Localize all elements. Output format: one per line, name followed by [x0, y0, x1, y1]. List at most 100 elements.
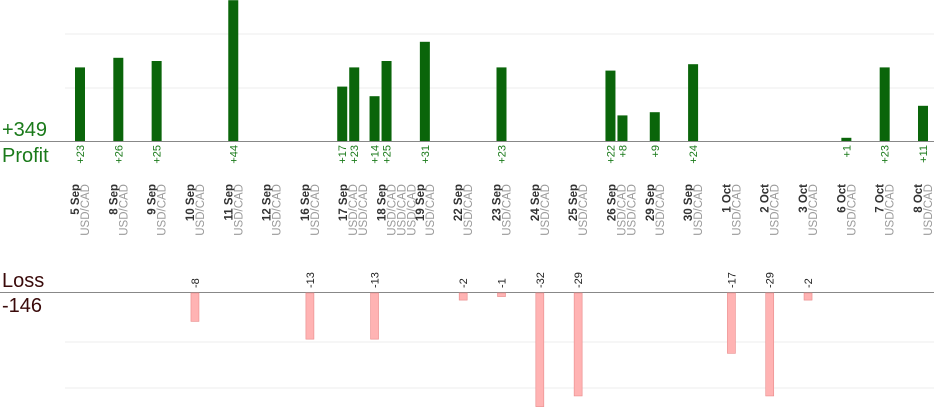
- category-tick-label: 7 OctUSD/CAD: [875, 184, 897, 236]
- category-tick-label: 19 SepUSD/CAD: [415, 184, 437, 236]
- category-tick-label: 29 SepUSD/CAD: [645, 184, 667, 236]
- category-tick-label: 2 OctUSD/CAD: [760, 184, 782, 236]
- profit-data-label: +23: [349, 145, 361, 164]
- category-date: 16 Sep: [300, 184, 312, 221]
- category-tick-label: 8 OctUSD/CAD: [913, 184, 934, 236]
- category-date: 12 Sep: [262, 184, 274, 221]
- category-tick-label: 12 SepUSD/CAD: [262, 184, 284, 236]
- loss-bar: [305, 292, 315, 340]
- profit-data-label: +23: [880, 145, 892, 164]
- profit-data-label: +14: [370, 145, 382, 164]
- loss-bar: [370, 292, 379, 340]
- loss-data-label: -2: [458, 278, 470, 288]
- profit-data-label: +25: [382, 145, 394, 164]
- category-tick-label: 11 SepUSD/CAD: [223, 184, 245, 236]
- loss-data-label: -1: [497, 278, 509, 288]
- category-tick-label: 18 SepUSD/CADUSD/CADUSD/CAD: [377, 184, 419, 236]
- loss-bar: [535, 292, 545, 407]
- loss-data-label: -2: [803, 278, 815, 288]
- category-date: 5 Sep: [70, 184, 82, 215]
- profit-data-label: +25: [152, 145, 164, 164]
- category-date: 6 Oct: [836, 184, 848, 213]
- profit-data-label: +31: [420, 145, 432, 164]
- category-pair: USD/CAD: [923, 184, 934, 236]
- category-pair: USD/CAD: [407, 184, 419, 236]
- category-pair: USD/CAD: [502, 184, 514, 236]
- loss-data-label: -13: [370, 272, 382, 288]
- profit-data-label: +23: [497, 145, 509, 164]
- category-pair: USD/CAD: [540, 184, 552, 236]
- loss-label: Loss: [2, 270, 45, 292]
- category-pair: USD/CAD: [118, 184, 130, 236]
- category-pair: USD/CAD: [808, 184, 820, 236]
- profit-bar: [649, 112, 660, 141]
- profit-bar: [841, 137, 852, 141]
- category-tick-label: 24 SepUSD/CAD: [530, 184, 552, 236]
- category-date: 11 Sep: [223, 184, 235, 220]
- profit-data-label: +11: [918, 145, 930, 163]
- category-pair: USD/CAD: [310, 184, 322, 236]
- category-tick-label: 25 SepUSD/CAD: [568, 184, 590, 236]
- loss-data-label: -8: [190, 278, 202, 288]
- profit-bar: [617, 115, 628, 141]
- category-tick-label: 9 SepUSD/CAD: [147, 184, 169, 236]
- category-tick-label: 3 OctUSD/CAD: [798, 184, 820, 236]
- profit-bar: [419, 41, 430, 141]
- category-pair: USD/CAD: [358, 184, 370, 236]
- loss-bar: [190, 292, 200, 322]
- profit-bar: [918, 105, 928, 141]
- profit-bar: [688, 64, 699, 141]
- category-date: 29 Sep: [645, 184, 657, 221]
- profit-bar: [75, 67, 85, 141]
- profit-label: Profit: [2, 145, 49, 167]
- profit-data-label: +17: [337, 145, 349, 164]
- profit-data-label: +24: [688, 145, 700, 164]
- profit-bar: [151, 61, 162, 141]
- category-pair: USD/CAD: [693, 184, 705, 236]
- category-pair: USD/CAD: [463, 184, 475, 236]
- category-pair: USD/CAD: [885, 184, 897, 236]
- category-pair: USD/CAD: [195, 184, 207, 236]
- category-pair: USD/CAD: [157, 184, 169, 236]
- category-pair: USD/CAD: [846, 184, 858, 236]
- category-pair: USD/CAD: [616, 184, 628, 236]
- category-tick-label: 17 SepUSD/CADUSD/CAD: [338, 184, 370, 236]
- category-date: 1 Oct: [721, 184, 733, 213]
- category-date: 19 Sep: [415, 184, 427, 221]
- loss-bar: [497, 292, 506, 297]
- profit-bar: [381, 61, 392, 141]
- loss-bar: [458, 292, 468, 301]
- category-tick-label: 6 OctUSD/CAD: [836, 184, 858, 236]
- category-date: 17 Sep: [338, 184, 350, 221]
- category-pair: USD/CAD: [425, 184, 437, 236]
- loss-data-label: -29: [765, 272, 777, 288]
- profit-bar: [349, 67, 360, 141]
- profit-bar: [228, 0, 239, 142]
- profit-data-label: +1: [841, 145, 853, 158]
- category-pair: USD/CAD: [80, 184, 92, 236]
- category-date: 8 Sep: [108, 184, 120, 215]
- category-tick-label: 26 SepUSD/CADUSD/CAD: [606, 184, 638, 236]
- profit-bar: [113, 57, 124, 141]
- loss-data-label: -17: [726, 272, 738, 288]
- category-date: 18 Sep: [377, 184, 389, 221]
- category-date: 30 Sep: [683, 184, 695, 221]
- category-tick-label: 1 OctUSD/CAD: [721, 184, 743, 236]
- category-date: 3 Oct: [798, 184, 810, 213]
- category-pair: USD/CAD: [233, 184, 245, 236]
- loss-bar: [573, 292, 583, 397]
- category-date: 10 Sep: [185, 184, 197, 221]
- category-tick-label: 5 SepUSD/CAD: [70, 184, 92, 236]
- profit-total: +349: [2, 119, 48, 141]
- category-pair: USD/CAD: [626, 184, 638, 236]
- category-pair: USD/CAD: [655, 184, 667, 236]
- category-date: 7 Oct: [875, 184, 887, 213]
- category-pair: USD/CAD: [731, 184, 743, 236]
- category-date: 22 Sep: [453, 184, 465, 221]
- category-pair: USD/CAD: [578, 184, 590, 236]
- category-date: 24 Sep: [530, 184, 542, 221]
- loss-bar: [727, 292, 736, 354]
- loss-total: -146: [2, 295, 43, 317]
- category-date: 25 Sep: [568, 184, 580, 221]
